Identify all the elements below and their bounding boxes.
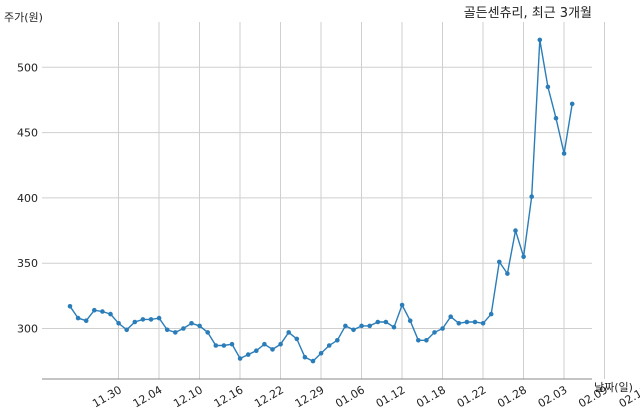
- data-point: [367, 323, 373, 329]
- data-point: [505, 271, 510, 276]
- data-point: [67, 304, 73, 309]
- data-point: [229, 341, 235, 347]
- x-tick-label: 01.22: [455, 383, 489, 410]
- x-tick-label: 01.12: [374, 383, 408, 410]
- data-point: [553, 115, 559, 121]
- data-point: [359, 323, 364, 329]
- data-point: [399, 302, 405, 308]
- x-tick-label: 12.22: [252, 383, 286, 410]
- data-point: [92, 307, 97, 313]
- data-point: [270, 347, 275, 352]
- x-tick-label: 01.06: [333, 383, 367, 410]
- data-point: [529, 194, 534, 199]
- data-point: [351, 327, 356, 333]
- data-point: [488, 311, 494, 317]
- x-tick-label: 12.10: [171, 383, 205, 410]
- data-point: [83, 318, 89, 324]
- data-point: [108, 311, 113, 317]
- data-point: [335, 338, 340, 343]
- data-point: [424, 338, 429, 343]
- data-point: [213, 343, 219, 348]
- y-tick-label: 500: [17, 61, 38, 74]
- data-point: [156, 315, 162, 321]
- data-point: [245, 352, 251, 357]
- y-tick-label: 350: [17, 257, 38, 270]
- data-point: [472, 319, 478, 325]
- data-point: [148, 317, 154, 322]
- data-point: [497, 259, 502, 265]
- data-point: [237, 356, 243, 361]
- data-point: [375, 319, 381, 325]
- x-tick-label: 12.29: [293, 383, 327, 410]
- y-tick-label: 400: [17, 192, 38, 205]
- data-point: [318, 351, 324, 356]
- data-point: [310, 358, 316, 364]
- data-point: [140, 317, 146, 322]
- data-point: [124, 327, 129, 333]
- x-tick-label: 02.03: [536, 383, 570, 410]
- data-point: [75, 315, 81, 321]
- data-point: [537, 37, 543, 43]
- data-point: [278, 341, 283, 347]
- data-point: [116, 321, 121, 326]
- data-point: [189, 321, 194, 326]
- data-point: [132, 319, 138, 325]
- data-point: [456, 321, 462, 326]
- x-tick-label: 12.16: [212, 383, 246, 410]
- data-point: [448, 314, 454, 320]
- data-point: [416, 338, 421, 343]
- data-point: [391, 324, 397, 330]
- data-point: [164, 327, 170, 333]
- x-tick-label: 11.30: [90, 383, 124, 410]
- x-tick-label: 12.04: [131, 383, 165, 410]
- data-point: [181, 326, 186, 331]
- data-point: [205, 330, 210, 335]
- data-point: [253, 348, 259, 354]
- data-point: [173, 330, 178, 335]
- x-axis-label: 날짜(일): [594, 380, 633, 394]
- data-point: [383, 319, 389, 325]
- data-point: [561, 151, 567, 156]
- x-tick-label: 01.28: [495, 383, 529, 410]
- x-tick-labels: 11.30 12.04 12.10 12.16 12.22 12.29 01.06 01.12…: [90, 383, 640, 410]
- data-point: [464, 319, 470, 325]
- data-point: [326, 343, 332, 348]
- data-points: [67, 37, 575, 364]
- data-point: [221, 343, 227, 348]
- data-point: [302, 354, 308, 360]
- y-tick-label: 300: [17, 323, 38, 336]
- chart-title: 골든센츄리, 최근 3개월: [464, 6, 592, 21]
- data-point: [513, 228, 518, 233]
- y-axis-label: 주가(원): [4, 11, 43, 24]
- data-point: [262, 341, 267, 347]
- y-tick-label: 450: [17, 127, 38, 140]
- data-point: [545, 84, 551, 90]
- data-point: [480, 321, 486, 326]
- data-point: [569, 101, 575, 107]
- data-point: [197, 323, 202, 329]
- data-point: [407, 318, 413, 324]
- data-point: [521, 254, 526, 259]
- data-point: [286, 330, 292, 335]
- grid-lines: [42, 22, 605, 379]
- y-tick-labels: 300 350 400 450 500: [17, 61, 38, 335]
- data-point: [294, 336, 300, 342]
- data-point: [343, 323, 348, 329]
- x-tick-label: 01.18: [414, 383, 448, 410]
- data-point: [100, 309, 105, 314]
- data-point: [440, 326, 445, 331]
- data-point: [432, 330, 437, 335]
